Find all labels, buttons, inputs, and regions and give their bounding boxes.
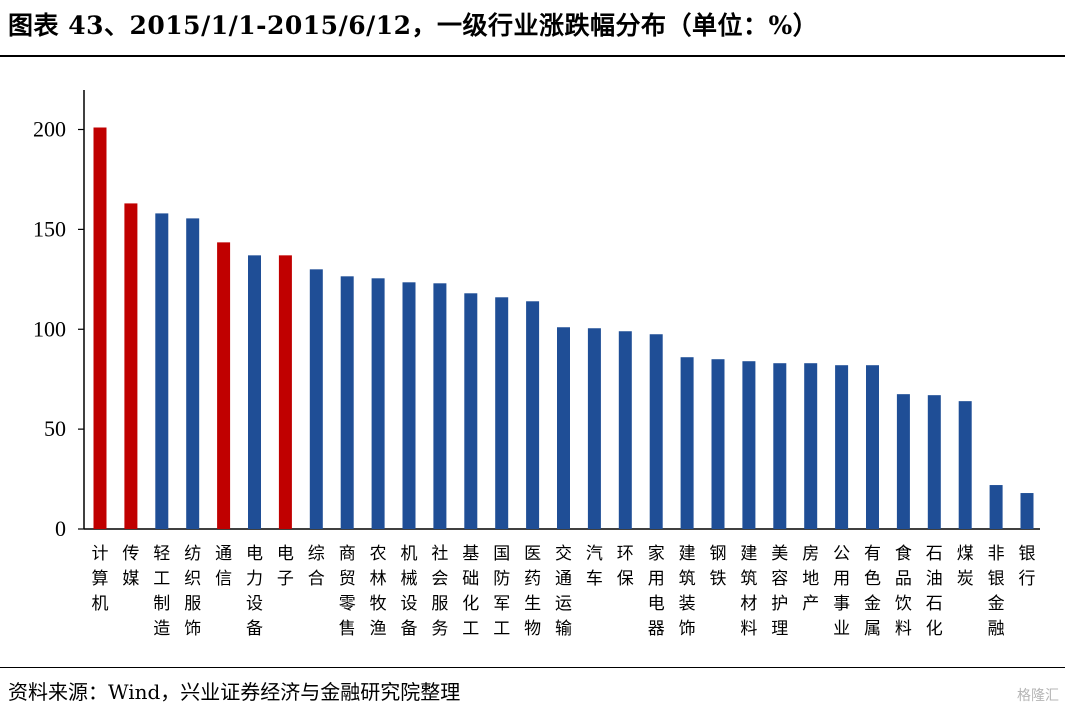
y-tick-label: 150 (33, 216, 66, 241)
x-category-label: 国防军工 (493, 544, 510, 639)
bar (649, 334, 663, 529)
bar (217, 242, 231, 529)
y-tick-label: 0 (55, 516, 66, 541)
bar (93, 127, 107, 529)
bar (495, 297, 509, 529)
x-category-label: 食品饮料 (895, 544, 912, 639)
bar (587, 328, 601, 529)
bar (526, 301, 540, 529)
source-note: 资料来源：Wind，兴业证券经济与金融研究院整理 (8, 680, 461, 704)
x-category-label: 银行 (1019, 544, 1036, 589)
bar (896, 394, 910, 529)
bar-chart: 0 50 100 150 200 计算机传媒轻工制造纺织服饰通信电力设备电子综合商贸零售… (33, 90, 1040, 639)
x-category-label: 计算机 (92, 544, 109, 614)
chart-title: 图表 43、2015/1/1-2015/6/12，一级行业涨跌幅分布（单位：%） (8, 11, 819, 40)
x-category-label: 农林牧渔 (370, 544, 387, 639)
x-category-label: 通信 (215, 544, 232, 589)
chart-bars (93, 127, 1034, 530)
x-category-label: 商贸零售 (339, 544, 356, 639)
bar (433, 283, 447, 529)
x-category-label: 综合 (308, 544, 325, 589)
x-category-label: 建筑材料 (740, 544, 757, 639)
bar (927, 395, 941, 529)
bar (309, 269, 323, 529)
x-category-label: 石油石化 (926, 544, 943, 639)
x-category-label: 电子 (277, 544, 294, 589)
y-tick-label: 200 (33, 117, 66, 142)
bar (711, 359, 725, 529)
bar (989, 485, 1003, 529)
x-category-label: 美容护理 (771, 544, 788, 639)
bar (1020, 493, 1034, 529)
x-category-label: 公用事业 (833, 544, 850, 639)
x-category-label: 交通运输 (555, 544, 572, 639)
bar (804, 363, 818, 529)
bar (680, 357, 694, 529)
bar (866, 365, 879, 529)
bar (835, 365, 849, 529)
x-category-label: 钢铁 (710, 544, 727, 589)
y-tick-label: 100 (33, 316, 66, 341)
x-category-label: 机械设备 (401, 544, 418, 639)
x-category-label: 轻工制造 (153, 544, 170, 639)
x-category-label: 环保 (617, 544, 634, 589)
x-category-label: 汽车 (586, 544, 603, 589)
y-tick-labels: 0 50 100 150 200 (33, 117, 66, 542)
bar (402, 282, 416, 529)
bar (155, 213, 169, 529)
bar (773, 363, 787, 529)
watermark-logo: 格隆汇 (1017, 688, 1059, 704)
x-category-label: 社会服务 (431, 544, 448, 639)
x-category-label: 电力设备 (246, 544, 263, 639)
bar (557, 327, 570, 529)
bar (124, 203, 138, 529)
x-category-label: 传媒 (122, 544, 139, 589)
x-category-label: 家用电器 (648, 544, 665, 639)
x-category-label: 煤炭 (957, 544, 974, 589)
bar (618, 331, 632, 529)
x-category-label: 纺织服饰 (184, 544, 201, 639)
bottom-divider (0, 667, 1065, 668)
bar (742, 361, 756, 529)
y-tick-label: 50 (44, 416, 66, 441)
top-divider (0, 55, 1065, 57)
x-category-label: 非银金融 (988, 544, 1005, 639)
x-category-label: 有色金属 (864, 544, 881, 639)
bar (186, 218, 200, 530)
bar (958, 401, 972, 529)
x-category-label: 房地产 (802, 544, 819, 614)
bar (340, 276, 354, 529)
bar (464, 293, 478, 529)
bar (278, 255, 292, 529)
x-category-labels: 计算机传媒轻工制造纺织服饰通信电力设备电子综合商贸零售农林牧渔机械设备社会服务基… (92, 544, 1036, 639)
x-category-label: 基础化工 (462, 544, 479, 639)
x-category-label: 建筑装饰 (679, 544, 696, 639)
x-category-label: 医药生物 (524, 544, 541, 639)
bar (248, 255, 261, 529)
bar (371, 278, 385, 529)
